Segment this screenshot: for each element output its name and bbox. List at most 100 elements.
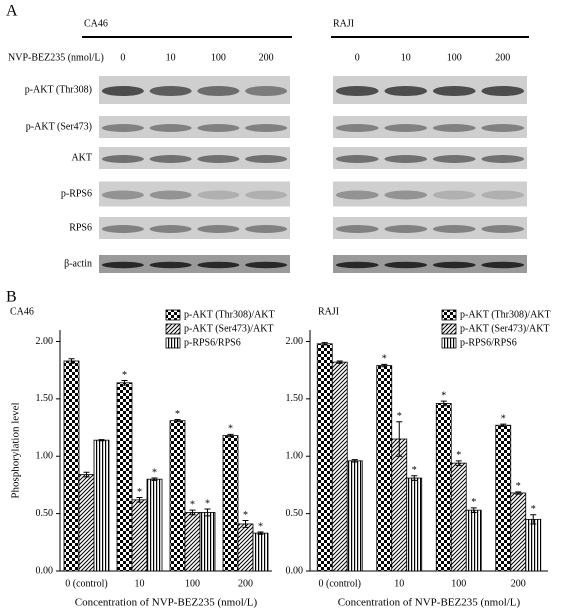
- x-axis-label: Concentration of NVP-BEZ235 (nmol/L): [338, 597, 521, 609]
- blot-background: [333, 255, 527, 273]
- bar: [237, 523, 254, 572]
- bar: [146, 478, 163, 572]
- error-bar: [515, 491, 522, 495]
- error-bar: [470, 507, 477, 513]
- x-tick-label: 100: [451, 578, 466, 589]
- error-bar: [530, 514, 537, 525]
- blot-background: [333, 147, 527, 169]
- y-tick-label: 1.00: [286, 451, 304, 462]
- significance-mark: *: [258, 521, 263, 532]
- bar: [495, 424, 512, 572]
- y-tick-label: 1.50: [36, 393, 54, 404]
- error-bar: [136, 497, 143, 503]
- bar: [346, 460, 363, 572]
- bar: [450, 462, 467, 572]
- significance-mark: *: [471, 497, 476, 508]
- bar: [435, 403, 452, 572]
- bar: [184, 512, 201, 572]
- significance-mark: *: [243, 510, 248, 521]
- bar: [169, 420, 186, 572]
- legend-swatch: [441, 337, 457, 349]
- blot-band: [245, 85, 288, 97]
- significance-mark: *: [122, 370, 127, 381]
- legend-swatch: [165, 337, 181, 349]
- y-tick-label: 0.00: [36, 565, 54, 576]
- blot-band: [432, 225, 476, 233]
- x-tick-label: 0 (control): [319, 578, 362, 589]
- panel-label: A: [6, 3, 18, 20]
- error-bar: [411, 475, 418, 481]
- bar: [63, 360, 80, 572]
- x-axis-label: Concentration of NVP-BEZ235 (nmol/L): [75, 597, 258, 609]
- chart-title: RAJI: [318, 306, 339, 317]
- blot-band: [481, 124, 525, 132]
- blot-band: [101, 124, 144, 132]
- blot-band: [197, 190, 240, 200]
- dose-label: 100: [211, 52, 226, 63]
- error-bar: [381, 363, 388, 368]
- blot-band: [384, 85, 428, 97]
- blot-band: [197, 124, 240, 132]
- blot-band: [432, 155, 476, 163]
- significance-mark: *: [228, 424, 233, 435]
- blot-band: [481, 155, 525, 163]
- bar: [78, 474, 95, 572]
- y-axis-label: Phosphorylation level: [10, 402, 22, 498]
- x-tick-label: 200: [511, 578, 526, 589]
- y-tick-label: 2.00: [36, 336, 54, 347]
- significance-mark: *: [137, 487, 142, 498]
- significance-mark: *: [397, 411, 402, 422]
- significance-mark: *: [152, 467, 157, 478]
- blot-band: [245, 190, 288, 200]
- significance-mark: *: [456, 450, 461, 461]
- blot-background: [99, 181, 290, 207]
- error-bar: [242, 520, 249, 528]
- significance-mark: *: [382, 354, 387, 365]
- error-bar: [98, 439, 105, 442]
- error-bar: [455, 460, 462, 466]
- x-tick-label: 200: [238, 578, 253, 589]
- bar: [465, 509, 482, 572]
- error-bar: [440, 400, 447, 407]
- blot-band: [384, 261, 428, 269]
- y-tick-label: 0.00: [286, 565, 304, 576]
- blot-band: [384, 225, 428, 233]
- blot-background: [99, 217, 290, 239]
- error-bar: [204, 508, 211, 517]
- dose-label: 10: [166, 52, 176, 63]
- y-tick-label: 0.50: [36, 508, 54, 519]
- error-bar: [151, 477, 158, 481]
- blot-band: [335, 155, 379, 163]
- blot-band: [245, 261, 288, 269]
- blot-band: [335, 85, 379, 97]
- treatment-label: NVP-BEZ235 (nmol/L): [8, 52, 104, 63]
- bar: [116, 382, 133, 572]
- bar: [525, 518, 542, 572]
- error-bar: [321, 342, 328, 346]
- dose-label: 0: [355, 52, 360, 63]
- blot-band: [101, 261, 144, 269]
- significance-mark: *: [205, 498, 210, 509]
- x-tick-label: 100: [185, 578, 200, 589]
- dose-label: 200: [259, 52, 274, 63]
- blot-band: [149, 85, 192, 97]
- dose-label: 100: [447, 52, 462, 63]
- bar: [376, 365, 393, 572]
- significance-mark: *: [190, 499, 195, 510]
- y-tick-label: 1.00: [36, 451, 54, 462]
- error-bar: [68, 358, 75, 364]
- significance-mark: *: [412, 465, 417, 476]
- legend-label: p-AKT (Thr308)/AKT: [460, 309, 551, 320]
- x-tick-label: 10: [394, 578, 404, 589]
- dose-label: 200: [495, 52, 510, 63]
- y-tick-label: 1.50: [286, 393, 304, 404]
- blot-band: [432, 190, 476, 200]
- cell-line-label: RAJI: [333, 18, 354, 29]
- legend-label: p-RPS6/RPS6: [184, 337, 241, 348]
- blot-band: [197, 261, 240, 269]
- blot-band: [101, 85, 144, 97]
- blot-band: [384, 124, 428, 132]
- blot-band: [197, 155, 240, 163]
- blot-band: [101, 155, 144, 163]
- error-bar: [83, 471, 90, 478]
